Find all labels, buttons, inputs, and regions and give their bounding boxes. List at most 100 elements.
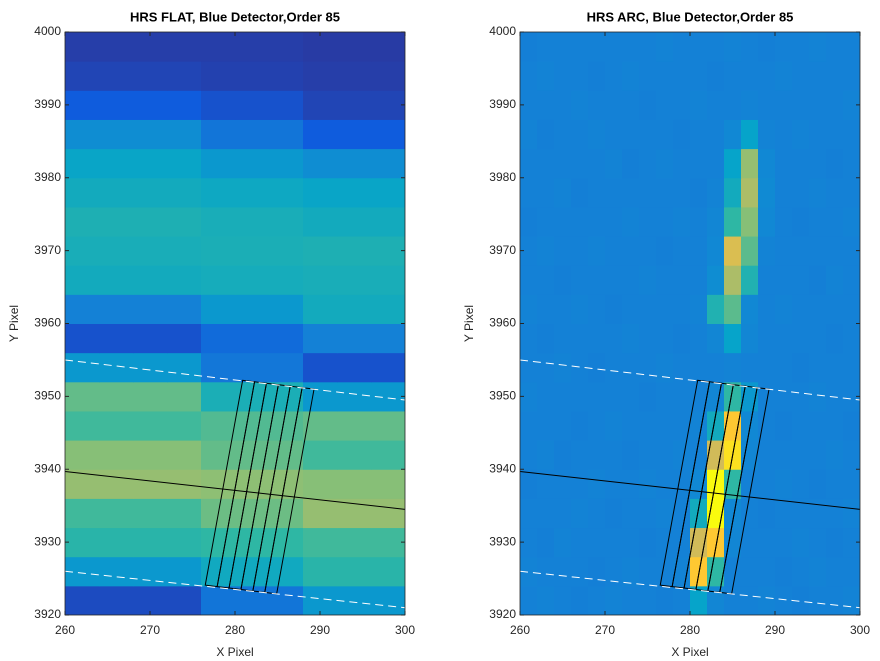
heatmap-cell — [554, 236, 572, 266]
heatmap-cell — [303, 469, 338, 499]
heatmap-cell — [201, 148, 236, 179]
heatmap-cell — [656, 352, 674, 383]
heatmap-cell — [639, 585, 657, 615]
heatmap-cell — [656, 61, 674, 91]
heatmap-cell — [520, 585, 538, 615]
heatmap-cell — [554, 148, 572, 179]
heatmap-cell — [758, 381, 776, 412]
heatmap-cell — [826, 556, 844, 587]
heatmap-cell — [690, 206, 708, 237]
heatmap-cell — [337, 177, 372, 208]
heatmap-cell — [792, 265, 810, 295]
heatmap-cell — [520, 469, 538, 499]
heatmap-cell — [690, 90, 708, 120]
heatmap-cell — [758, 177, 776, 208]
heatmap-cell — [605, 206, 623, 237]
heatmap-cell — [741, 265, 759, 295]
heatmap-cell — [588, 469, 606, 499]
heatmap-cell — [741, 323, 759, 354]
heatmap-cell — [99, 323, 134, 354]
heatmap-cell — [843, 236, 860, 266]
heatmap-cell — [554, 352, 572, 383]
heatmap-cell — [741, 556, 759, 587]
heatmap-cell — [639, 294, 657, 324]
heatmap-cell — [371, 265, 405, 295]
heatmap-cell — [65, 323, 100, 354]
heatmap-cell — [337, 440, 372, 470]
heatmap-cell — [673, 585, 691, 615]
heatmap-cell — [707, 119, 725, 150]
heatmap-cell — [371, 119, 405, 150]
heatmap-cell — [99, 61, 134, 91]
heatmap-cell — [656, 90, 674, 120]
heatmap-cell — [65, 206, 100, 237]
heatmap-cell — [337, 294, 372, 324]
x-axis-label: X Pixel — [216, 645, 253, 659]
y-tick-label: 4000 — [34, 24, 61, 38]
y-tick-label: 3990 — [489, 97, 516, 111]
heatmap-cell — [724, 527, 742, 558]
heatmap-cell — [605, 469, 623, 499]
heatmap-cell — [337, 410, 372, 441]
heatmap-cell — [656, 236, 674, 266]
heatmap-cell — [826, 498, 844, 529]
heatmap-cell — [303, 352, 338, 383]
heatmap-cell — [167, 381, 202, 412]
heatmap-cell — [554, 294, 572, 324]
heatmap-cell — [554, 32, 572, 62]
heatmap-cell — [843, 381, 860, 412]
heatmap-cell — [554, 410, 572, 441]
heatmap-cell — [520, 498, 538, 529]
heatmap-cell — [303, 119, 338, 150]
heatmap-cell — [673, 61, 691, 91]
heatmap-cell — [826, 352, 844, 383]
heatmap-cell — [639, 90, 657, 120]
heatmap-cell — [167, 61, 202, 91]
heatmap-cell — [826, 148, 844, 179]
heatmap-cell — [133, 265, 168, 295]
heatmap-cell — [167, 352, 202, 383]
heatmap-cell — [269, 585, 304, 615]
heatmap-cell — [724, 323, 742, 354]
heatmap-cell — [639, 469, 657, 499]
heatmap-cell — [99, 236, 134, 266]
heatmap-cell — [167, 556, 202, 587]
heatmap-cell — [201, 294, 236, 324]
heatmap-cell — [537, 236, 555, 266]
heatmap-cell — [843, 32, 860, 62]
heatmap-cell — [758, 90, 776, 120]
heatmap-cell — [792, 177, 810, 208]
heatmap-cell — [673, 32, 691, 62]
heatmap-cell — [809, 556, 827, 587]
heatmap-cell — [707, 527, 725, 558]
heatmap-cell — [775, 556, 793, 587]
y-tick-label: 3930 — [34, 534, 61, 548]
heatmap-cell — [622, 352, 640, 383]
heatmap-cell — [537, 119, 555, 150]
heatmap-cell — [269, 206, 304, 237]
heatmap-cell — [588, 294, 606, 324]
heatmap-cell — [303, 61, 338, 91]
heatmap-cell — [622, 556, 640, 587]
heatmap-cell — [622, 148, 640, 179]
heatmap-cell — [724, 498, 742, 529]
heatmap-cell — [99, 206, 134, 237]
x-tick-label: 260 — [55, 623, 75, 637]
heatmap-cell — [167, 527, 202, 558]
heatmap-cell — [741, 177, 759, 208]
heatmap-cell — [792, 61, 810, 91]
heatmap-cell — [622, 410, 640, 441]
heatmap-cell — [133, 469, 168, 499]
heatmap-cell — [167, 469, 202, 499]
heatmap-cell — [337, 323, 372, 354]
heatmap-cell — [792, 119, 810, 150]
heatmap-cell — [167, 265, 202, 295]
heatmap-cell — [371, 61, 405, 91]
heatmap-cell — [741, 440, 759, 470]
heatmap-cell — [99, 440, 134, 470]
heatmap-cell — [520, 410, 538, 441]
y-tick-label: 4000 — [489, 24, 516, 38]
heatmap-cell — [673, 206, 691, 237]
y-tick-label: 3980 — [489, 170, 516, 184]
heatmap-cell — [520, 265, 538, 295]
